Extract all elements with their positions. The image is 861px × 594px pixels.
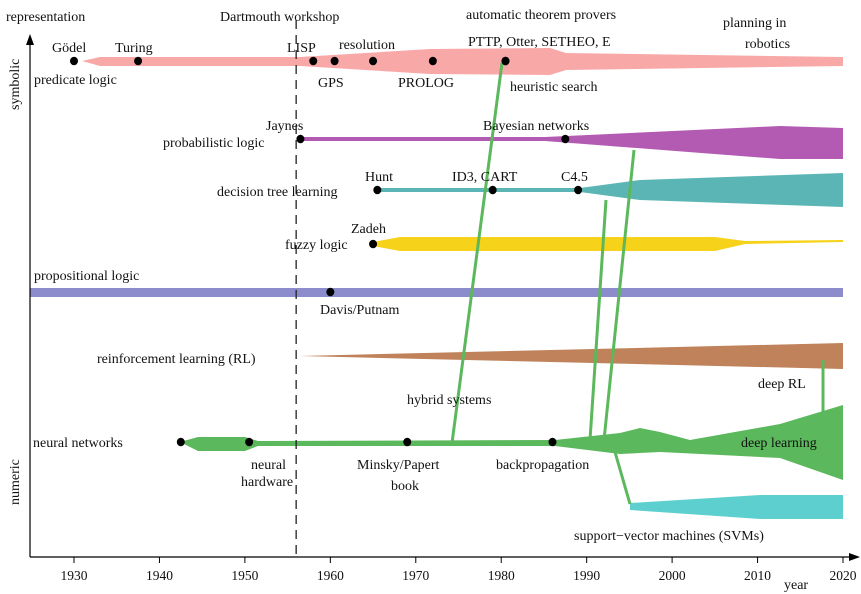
milestone-dot-davis xyxy=(326,287,335,297)
label-theorem-provers: automatic theorem provers xyxy=(466,8,616,23)
milestone-dot-nn xyxy=(176,437,185,447)
label-decision-tree: decision tree learning xyxy=(217,185,338,200)
svm-connector xyxy=(613,451,632,505)
x-tick-label: 1970 xyxy=(402,568,429,583)
tree-connector xyxy=(588,199,608,441)
label-svm: support−vector machines (SVMs) xyxy=(574,529,764,544)
label-probabilistic-logic: probabilistic logic xyxy=(163,136,264,151)
milestone-dot-gps xyxy=(330,56,339,66)
milestone-backprop: backpropagation xyxy=(496,458,589,473)
x-axis-arrow-icon xyxy=(849,553,860,561)
label-propositional-logic: propositional logic xyxy=(34,269,139,284)
milestone-dot-zadeh xyxy=(369,239,378,249)
x-axis-title: year xyxy=(784,578,808,593)
x-tick-label: 1940 xyxy=(146,568,173,583)
milestone-provers: PTTP, Otter, SETHEO, E xyxy=(468,35,611,50)
propositional-band xyxy=(30,288,843,297)
milestone-zadeh: Zadeh xyxy=(351,222,386,237)
milestone-jaynes: Jaynes xyxy=(266,119,303,134)
y-axis-numeric: numeric xyxy=(8,459,23,505)
milestone-resolution: resolution xyxy=(339,38,395,53)
y-axis-symbolic: symbolic xyxy=(8,59,23,110)
dartmouth-label: Dartmouth workshop xyxy=(220,10,339,25)
milestone-dot-resolution xyxy=(369,56,378,66)
milestone-dot-c45 xyxy=(574,185,583,195)
hybrid-connector xyxy=(450,62,504,444)
label-predicate-logic: predicate logic xyxy=(34,73,117,88)
neural-band xyxy=(180,405,843,480)
label-neural-networks: neural networks xyxy=(33,436,123,451)
x-tick-label: 1990 xyxy=(573,568,600,583)
label-planning-1: planning in xyxy=(723,16,786,31)
probabilistic-band xyxy=(300,126,843,159)
milestone-dot-godel xyxy=(70,56,78,66)
label-deep-rl: deep RL xyxy=(758,377,806,392)
milestone-dot-backprop xyxy=(548,437,557,447)
milestone-dot-id3 xyxy=(488,185,497,195)
x-tick-label: 1930 xyxy=(61,568,88,583)
svm-band xyxy=(630,495,843,519)
milestone-c45: C4.5 xyxy=(561,170,588,185)
label-rl: reinforcement learning (RL) xyxy=(97,352,256,367)
milestone-dot-turing xyxy=(134,56,143,66)
milestone-prolog: PROLOG xyxy=(398,76,454,91)
milestone-minsky-2: book xyxy=(391,479,419,494)
milestone-heuristic: heuristic search xyxy=(510,80,597,95)
fuzzy-band xyxy=(373,237,843,251)
milestone-godel: Gödel xyxy=(52,41,86,56)
milestone-davis: Davis/Putnam xyxy=(320,303,399,318)
y-axis-arrow-icon xyxy=(26,34,34,45)
milestone-dot-provers xyxy=(501,56,510,66)
x-tick-label: 2000 xyxy=(659,568,686,583)
bayes-connector xyxy=(602,149,636,441)
milestone-dot-lisp xyxy=(309,56,318,66)
milestone-gps: GPS xyxy=(318,76,344,91)
milestone-dot-jaynes xyxy=(296,134,305,144)
label-hybrid: hybrid systems xyxy=(407,393,491,408)
milestone-hunt: Hunt xyxy=(365,170,393,185)
milestone-id3: ID3, CART xyxy=(452,170,518,185)
milestone-bayes: Bayesian networks xyxy=(483,119,589,134)
milestone-lisp: LISP xyxy=(287,41,316,56)
x-tick-label: 1960 xyxy=(317,568,344,583)
milestone-turing: Turing xyxy=(115,41,153,56)
milestone-dot-bayes xyxy=(561,134,570,144)
x-tick-label: 2020 xyxy=(830,568,857,583)
milestone-dot-hw1 xyxy=(245,437,254,447)
label-fuzzy-logic: fuzzy logic xyxy=(285,238,348,253)
x-tick-label: 2010 xyxy=(744,568,771,583)
milestone-dot-prolog xyxy=(428,56,437,66)
milestone-neural-hw-1: neural xyxy=(251,458,286,473)
x-tick-label: 1950 xyxy=(231,568,258,583)
label-planning-2: robotics xyxy=(745,37,790,52)
milestone-dot-hunt xyxy=(373,185,382,195)
rl-band xyxy=(300,343,843,369)
decision-tree-band xyxy=(376,173,843,207)
milestone-dot-minsky1 xyxy=(403,437,412,447)
milestone-neural-hw-2: hardware xyxy=(241,475,293,490)
connectors xyxy=(450,62,825,505)
x-tick-label: 1980 xyxy=(488,568,515,583)
milestone-minsky-1: Minsky/Papert xyxy=(357,458,440,473)
y-axis-title: representation xyxy=(6,10,85,25)
symbolic-band xyxy=(82,48,843,75)
label-deep-learning: deep learning xyxy=(741,436,817,451)
